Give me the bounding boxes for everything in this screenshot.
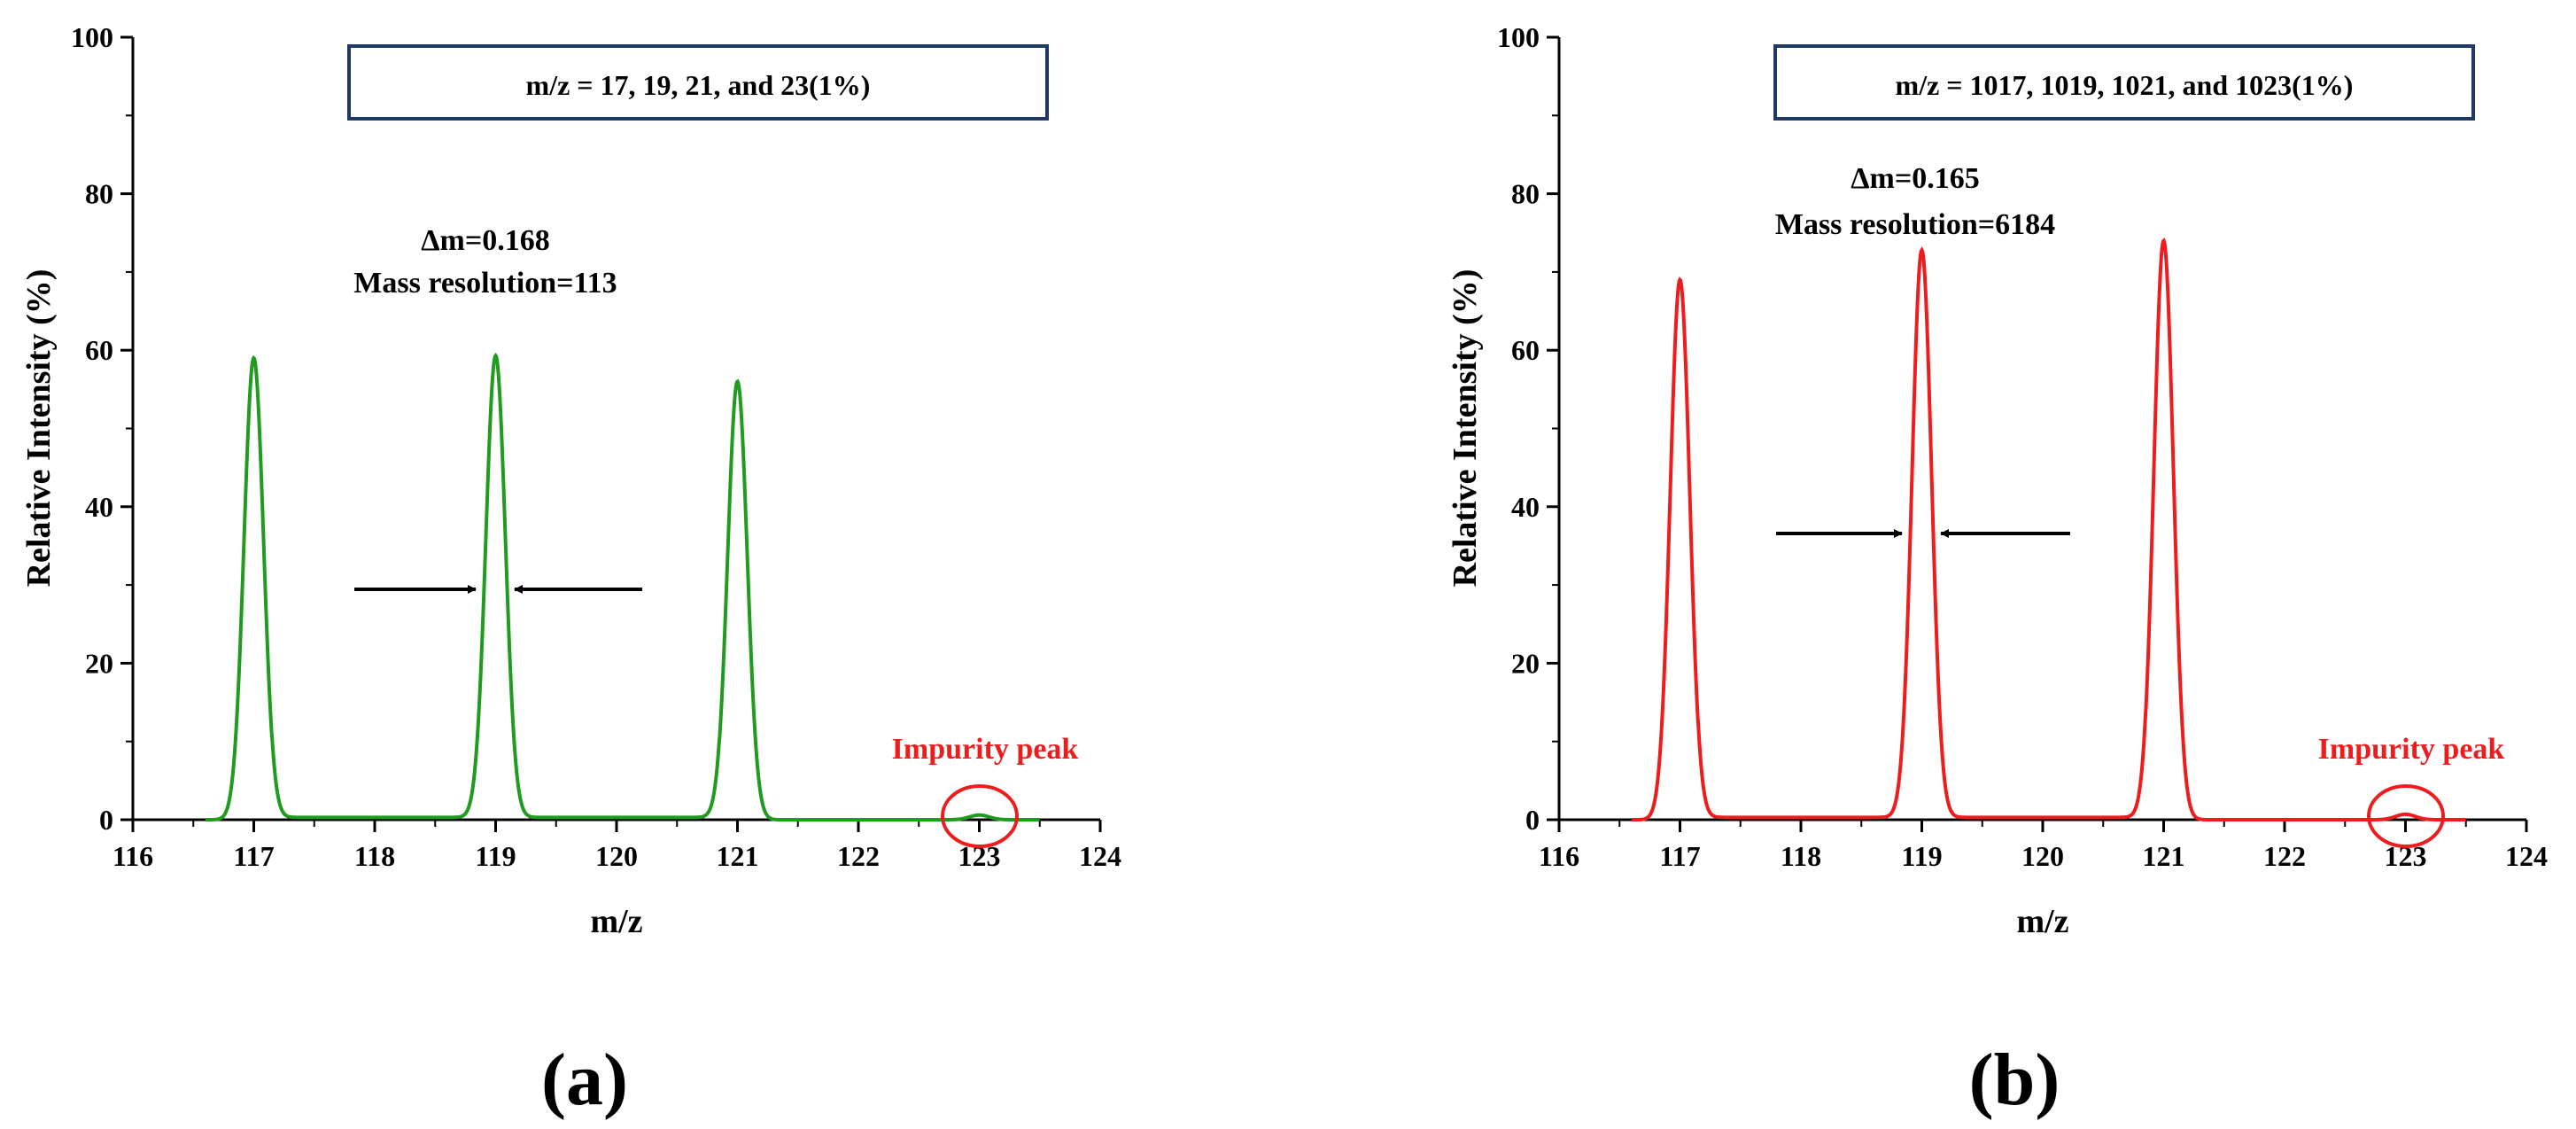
- x-tick-label: 124: [2505, 840, 2548, 872]
- impurity-circle: [2367, 784, 2445, 848]
- y-tick-label: 100: [71, 21, 113, 53]
- y-tick-label: 20: [1511, 647, 1540, 679]
- y-tick-label: 60: [85, 334, 113, 366]
- y-tick-label: 0: [1525, 804, 1540, 836]
- panel-label: (b): [1969, 1039, 2060, 1121]
- x-tick-label: 121: [717, 840, 759, 872]
- x-ticks: 116 117 118 119 120 121 122 123 124: [1539, 820, 2548, 872]
- x-axis-label: m/z: [590, 903, 642, 940]
- y-tick-label: 80: [85, 178, 113, 210]
- x-tick-label: 118: [354, 840, 395, 872]
- y-tick-label: 40: [85, 491, 113, 523]
- y-axis-label: Relative Intensity (%): [20, 269, 58, 588]
- x-tick-label: 120: [595, 840, 638, 872]
- y-tick-label: 100: [1497, 21, 1540, 53]
- info-box-label: m/z = 17, 19, 21, and 23(1%): [526, 69, 871, 101]
- resolution-label: Mass resolution=113: [353, 267, 617, 300]
- delta-label: Δm=0.165: [1851, 162, 1980, 195]
- x-tick-label: 121: [2143, 840, 2185, 872]
- x-tick-label: 117: [233, 840, 274, 872]
- x-axis-label: m/z: [2016, 903, 2068, 940]
- delta-label: Δm=0.168: [421, 224, 550, 257]
- y-ticks: 0 20 40 60 80 100: [1497, 21, 1559, 836]
- info-box-label: m/z = 1017, 1019, 1021, and 1023(1%): [1896, 69, 2354, 101]
- impurity-label: Impurity peak: [2318, 733, 2505, 766]
- info-box: [347, 44, 1049, 121]
- panel-label: (a): [541, 1039, 628, 1121]
- info-box: [1773, 44, 2475, 121]
- x-tick-label: 119: [1901, 840, 1942, 872]
- x-tick-label: 120: [2021, 840, 2064, 872]
- y-axis-label: Relative Intensity (%): [1447, 269, 1484, 588]
- y-tick-label: 20: [85, 647, 113, 679]
- x-tick-label: 116: [1539, 840, 1579, 872]
- spectrum-line: [205, 352, 1040, 821]
- x-tick-label: 117: [1659, 840, 1700, 872]
- spectrum-line: [1631, 237, 2466, 821]
- y-tick-label: 60: [1511, 334, 1540, 366]
- resolution-label: Mass resolution=6184: [1775, 208, 2055, 241]
- y-tick-label: 80: [1511, 178, 1540, 210]
- impurity-label: Impurity peak: [892, 733, 1079, 766]
- x-tick-label: 116: [113, 840, 153, 872]
- x-tick-label: 122: [837, 840, 880, 872]
- x-tick-label: 124: [1079, 840, 1121, 872]
- y-tick-label: 40: [1511, 491, 1540, 523]
- y-tick-label: 0: [99, 804, 113, 836]
- impurity-circle: [941, 784, 1019, 848]
- y-ticks: 0 20 40 60 80 100: [71, 21, 133, 836]
- x-tick-label: 118: [1781, 840, 1821, 872]
- x-tick-label: 122: [2263, 840, 2306, 872]
- x-ticks: 116 117 118 119 120 121 122 123 124: [113, 820, 1121, 872]
- x-tick-label: 119: [475, 840, 516, 872]
